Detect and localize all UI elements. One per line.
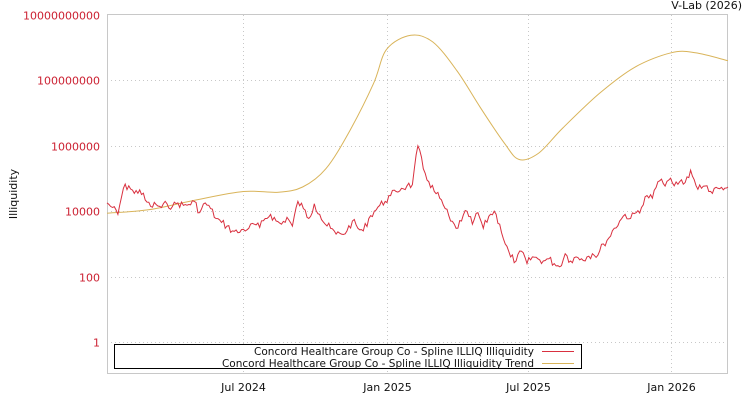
y-tick-label: 10000 [65, 206, 100, 219]
trend-series-line [106, 34, 729, 214]
x-tick-label: Jul 2024 [220, 381, 266, 394]
legend-box [114, 344, 582, 369]
y-tick-label: 1000000 [51, 141, 100, 154]
y-tick-label: 100 [79, 272, 100, 285]
legend-label-illiquidity: Concord Healthcare Group Co - Spline ILL… [254, 346, 534, 358]
plot-area: 1 100 10000 1000000 100000000 10000000000 Jul… [23, 10, 729, 394]
y-tick-label: 1 [93, 337, 100, 350]
legend-label-trend: Concord Healthcare Group Co - Spline ILL… [222, 358, 534, 370]
plot-frame [107, 14, 728, 374]
illiquidity-series-line [106, 144, 729, 268]
y-axis-ticks: 1 100 10000 1000000 100000000 10000000000 [23, 10, 100, 350]
y-tick-label: 100000000 [37, 75, 100, 88]
y-tick-label: 10000000000 [23, 10, 100, 23]
x-tick-label: Jan 2026 [646, 381, 695, 394]
legend: Concord Healthcare Group Co - Spline ILL… [114, 344, 582, 370]
y-axis-label: Illiquidity [7, 168, 20, 219]
x-axis-ticks: Jul 2024 Jan 2025 Jul 2025 Jan 2026 [220, 381, 696, 394]
credit-label: V-Lab (2026) [671, 0, 742, 12]
x-tick-label: Jul 2025 [505, 381, 551, 394]
x-tick-label: Jan 2025 [362, 381, 411, 394]
